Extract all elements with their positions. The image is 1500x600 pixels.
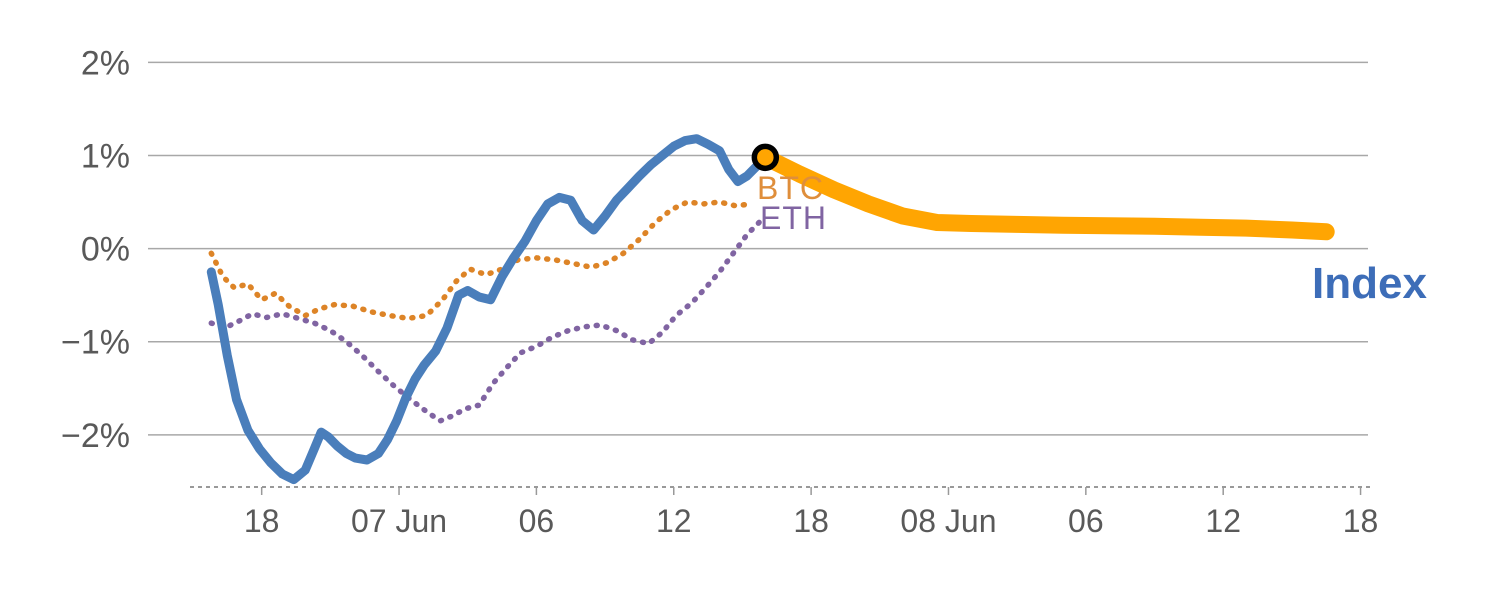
x-tick-label: 08 Jun [900,503,996,539]
eth-series-label: ETH [760,200,827,236]
gridlines: 2% 1% 0% −1% −2% [61,44,1368,455]
series-line-eth [208,217,764,424]
x-tick-label: 18 [793,503,829,539]
x-tick-label: 12 [1205,503,1241,539]
x-tick-label: 06 [519,503,555,539]
y-tick-label: −2% [61,417,130,455]
x-tick-label: 18 [244,503,280,539]
x-tick-label: 12 [656,503,692,539]
x-tick-label: 06 [1068,503,1104,539]
x-tick-label: 07 Jun [351,503,447,539]
x-tick-label: 18 [1343,503,1379,539]
y-tick-label: −1% [61,324,130,362]
index-series-label: Index [1312,259,1427,308]
y-tick-label: 1% [81,137,130,175]
y-tick-label: 0% [81,231,130,269]
series-line-index [206,134,770,485]
x-axis: 18 07 Jun 06 12 18 08 Jun 06 12 18 [190,486,1379,539]
y-tick-label: 2% [81,44,130,82]
series-line-btc [208,199,755,322]
btc-series-label: BTC [757,170,824,206]
series-line-projection [756,148,1335,241]
current-point-marker [751,143,780,172]
